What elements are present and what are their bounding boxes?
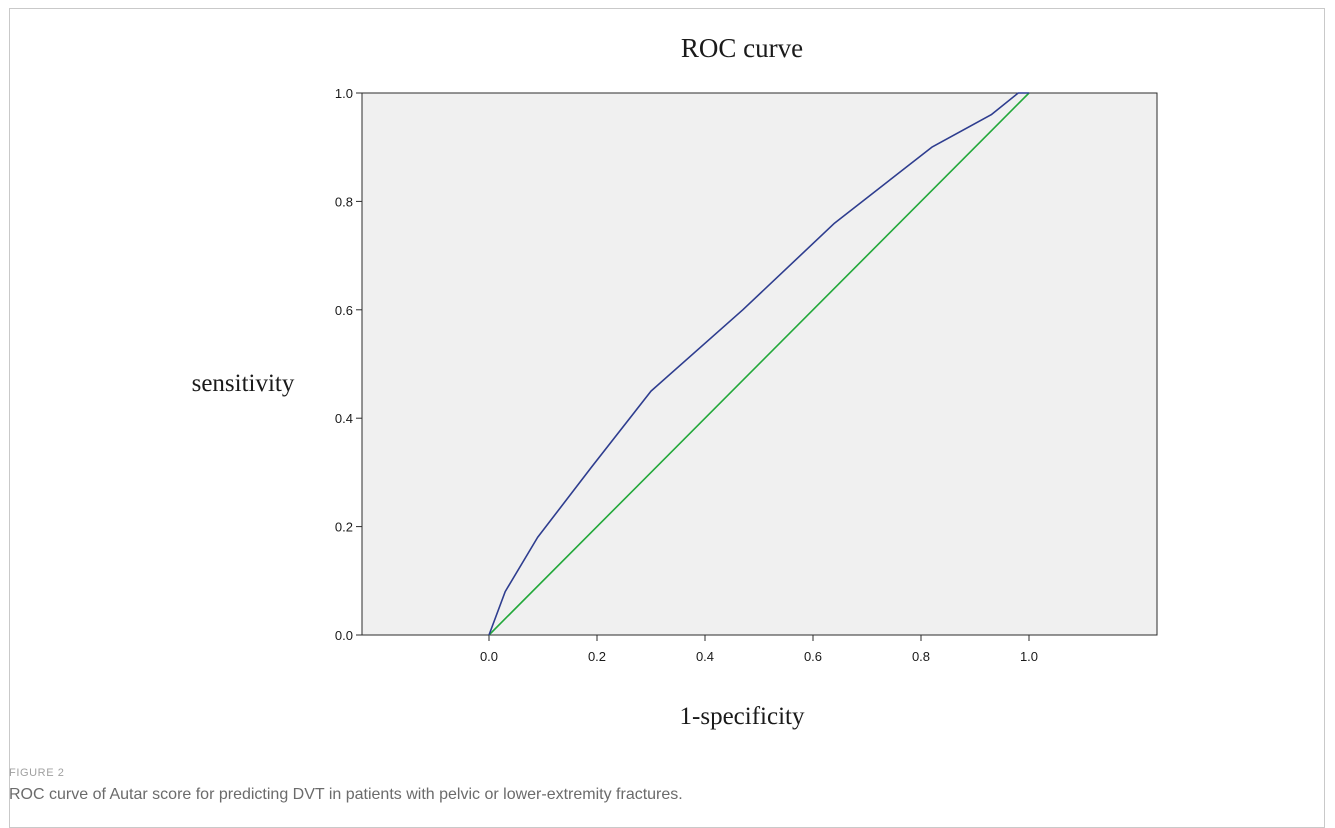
x-tick-label: 0.6 — [804, 649, 822, 664]
x-axis-label: 1-specificity — [680, 703, 805, 730]
chart-title: ROC curve — [681, 33, 803, 63]
x-axis: 0.0 0.2 0.4 0.6 0.8 1.0 — [480, 635, 1038, 664]
x-tick-label: 0.2 — [588, 649, 606, 664]
y-axis: 0.0 0.2 0.4 0.6 0.8 1.0 — [335, 86, 362, 643]
y-tick-label: 0.6 — [335, 303, 353, 318]
reference-diagonal-line — [488, 92, 1030, 636]
y-tick-label: 0.8 — [335, 194, 353, 209]
x-tick-label: 0.0 — [480, 649, 498, 664]
y-tick-label: 0.4 — [335, 411, 353, 426]
x-tick-label: 1.0 — [1020, 649, 1038, 664]
figure-label: FIGURE 2 — [9, 767, 65, 779]
y-tick-label: 0.0 — [335, 628, 353, 643]
y-tick-label: 0.2 — [335, 520, 353, 535]
y-axis-label: sensitivity — [192, 370, 295, 397]
roc-curve-line — [488, 92, 1029, 636]
figure-caption: ROC curve of Autar score for predicting … — [9, 786, 683, 803]
y-tick-label: 1.0 — [335, 86, 353, 101]
x-tick-label: 0.4 — [696, 649, 714, 664]
x-tick-label: 0.8 — [912, 649, 930, 664]
series-layer — [488, 92, 1030, 636]
